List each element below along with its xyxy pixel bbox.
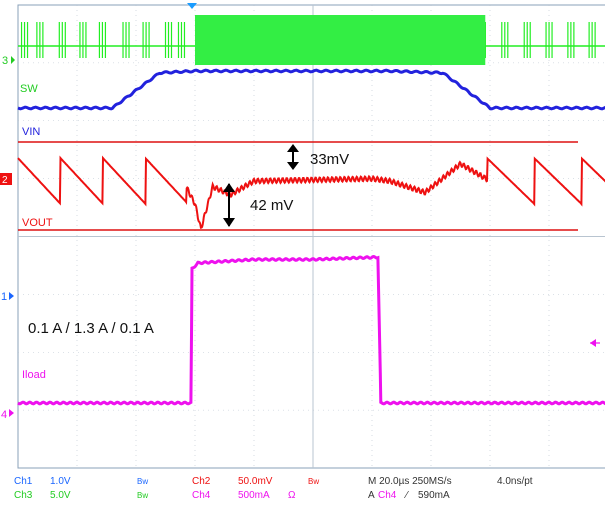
sw-label: SW bbox=[20, 83, 38, 95]
vout-trace bbox=[17, 155, 605, 229]
ch3-name: Ch3 bbox=[14, 490, 33, 501]
ch4-level-marker: 4 bbox=[1, 409, 7, 421]
trigger-level: 590mA bbox=[418, 490, 450, 501]
scope-readout: Ch1 1.0V Bw Ch3 5.0V Bw Ch2 50.0mV Bw Ch… bbox=[14, 476, 533, 501]
ch1-level-arrow-icon bbox=[9, 292, 14, 300]
ch1-scale: 1.0V bbox=[50, 476, 71, 487]
trigger-prefix: A bbox=[368, 490, 375, 501]
load-step-annotation: 0.1 A / 1.3 A / 0.1 A bbox=[28, 320, 154, 337]
graticule bbox=[17, 4, 605, 469]
ch2-level-marker: 2 bbox=[2, 175, 8, 186]
ripple-annotation: 33mV bbox=[310, 151, 349, 168]
ch3-switch-node-trace bbox=[18, 15, 605, 65]
trigger-position-icon bbox=[187, 3, 197, 9]
iload-trace bbox=[17, 254, 605, 406]
ch3-level-arrow-icon bbox=[11, 56, 15, 64]
trigger-source: Ch4 bbox=[378, 490, 397, 501]
vout-label: VOUT bbox=[22, 217, 53, 229]
ripple-arrow-icon bbox=[287, 144, 299, 170]
ch2-scale: 50.0mV bbox=[238, 476, 273, 487]
drop-arrow-icon bbox=[223, 183, 235, 227]
trigger-slope: ⁄ bbox=[403, 490, 409, 501]
ch4-name: Ch4 bbox=[192, 490, 211, 501]
ch4-scale: 500mA bbox=[238, 490, 270, 501]
ch2-level-marker-box bbox=[0, 173, 12, 185]
ch1-name: Ch1 bbox=[14, 476, 33, 487]
ch3-level-marker: 3 bbox=[2, 55, 8, 67]
ch4-impedance: Ω bbox=[288, 490, 296, 501]
drop-annotation: 42 mV bbox=[250, 197, 293, 214]
ch2-name: Ch2 bbox=[192, 476, 211, 487]
sw-trace bbox=[17, 68, 605, 111]
ch1-bandwidth: Bw bbox=[137, 477, 148, 486]
timebase: M 20.0µs 250MS/s bbox=[368, 476, 452, 487]
iload-label: Iload bbox=[22, 369, 46, 381]
ch1-level-marker: 1 bbox=[1, 291, 7, 303]
vin-label: VIN bbox=[22, 126, 40, 138]
ch4-level-arrow-icon bbox=[9, 409, 14, 417]
ch2-bandwidth: Bw bbox=[308, 477, 319, 486]
ch3-scale: 5.0V bbox=[50, 490, 71, 501]
ch3-bandwidth: Bw bbox=[137, 491, 148, 500]
record-length: 4.0ns/pt bbox=[497, 476, 533, 487]
